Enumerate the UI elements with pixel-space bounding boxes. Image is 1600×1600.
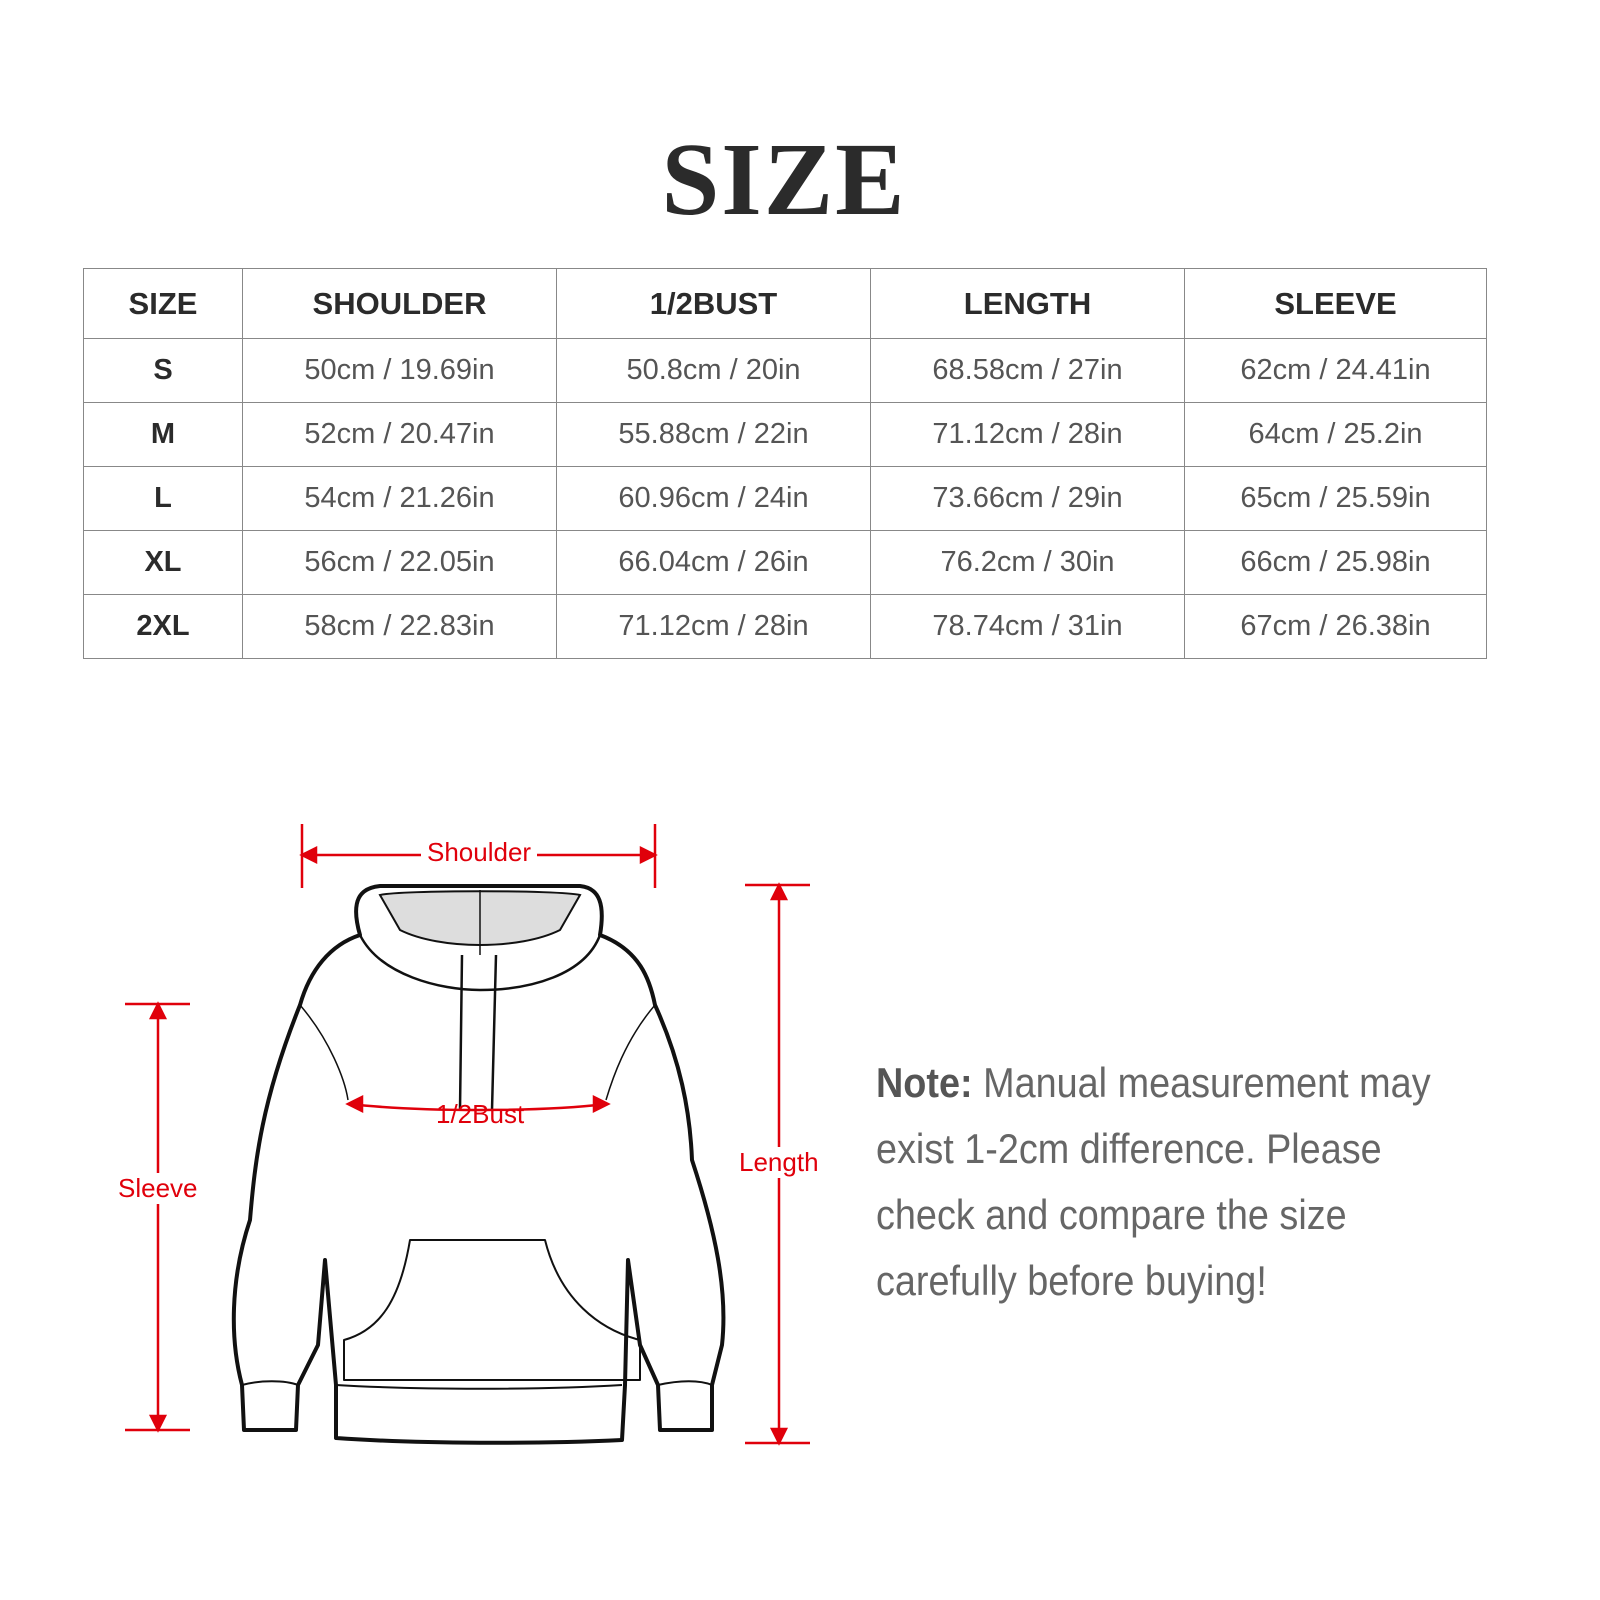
measurement-cell: 58cm / 22.83in	[242, 594, 557, 659]
shoulder-label: Shoulder	[421, 837, 538, 868]
measurement-cell: 55.88cm / 22in	[556, 402, 871, 467]
length-label: Length	[733, 1147, 825, 1178]
header-sleeve: SLEEVE	[1184, 268, 1487, 339]
header-length: LENGTH	[870, 268, 1185, 339]
measurement-cell: 76.2cm / 30in	[870, 530, 1185, 595]
measurement-cell: 64cm / 25.2in	[1184, 402, 1487, 467]
measurement-cell: 67cm / 26.38in	[1184, 594, 1487, 659]
measurement-cell: 65cm / 25.59in	[1184, 466, 1487, 531]
bust-label: 1/2Bust	[436, 1099, 525, 1129]
measurement-cell: 78.74cm / 31in	[870, 594, 1185, 659]
size-cell: S	[83, 338, 243, 403]
note-label: Note:	[876, 1059, 973, 1106]
measurement-cell: 73.66cm / 29in	[870, 466, 1185, 531]
measurement-note: Note: Manual measurement may exist 1-2cm…	[876, 1050, 1434, 1314]
table-row: 2XL 58cm / 22.83in 71.12cm / 28in 78.74cm /…	[83, 594, 1487, 659]
header-shoulder: SHOULDER	[242, 268, 557, 339]
measurement-cell: 50cm / 19.69in	[242, 338, 557, 403]
size-cell: XL	[83, 530, 243, 595]
measurement-cell: 56cm / 22.05in	[242, 530, 557, 595]
table-row: XL 56cm / 22.05in 66.04cm / 26in 76.2cm / 3…	[83, 530, 1487, 595]
size-cell: L	[83, 466, 243, 531]
size-table: SIZE SHOULDER 1/2BUST LENGTH SLEEVE S 50c…	[83, 268, 1487, 659]
measurement-cell: 66.04cm / 26in	[556, 530, 871, 595]
measurement-cell: 62cm / 24.41in	[1184, 338, 1487, 403]
measurement-cell: 54cm / 21.26in	[242, 466, 557, 531]
page-title: SIZE	[661, 122, 907, 237]
table-row: S 50cm / 19.69in 50.8cm / 20in 68.58cm / 27…	[83, 338, 1487, 403]
measurement-cell: 66cm / 25.98in	[1184, 530, 1487, 595]
size-cell: M	[83, 402, 243, 467]
size-cell: 2XL	[83, 594, 243, 659]
sleeve-label: Sleeve	[112, 1173, 204, 1204]
measurement-cell: 50.8cm / 20in	[556, 338, 871, 403]
table-row: L 54cm / 21.26in 60.96cm / 24in 73.66cm / 2…	[83, 466, 1487, 531]
table-header-row: SIZE SHOULDER 1/2BUST LENGTH SLEEVE	[83, 268, 1487, 339]
hoodie-illustration	[125, 824, 810, 1446]
header-bust: 1/2BUST	[556, 268, 871, 339]
measurement-cell: 52cm / 20.47in	[242, 402, 557, 467]
note-text: Manual measurement may exist 1-2cm diffe…	[876, 1059, 1431, 1304]
table-row: M 52cm / 20.47in 55.88cm / 22in 71.12cm / 2…	[83, 402, 1487, 467]
measurement-cell: 71.12cm / 28in	[556, 594, 871, 659]
header-size: SIZE	[83, 268, 243, 339]
measurement-cell: 71.12cm / 28in	[870, 402, 1185, 467]
measurement-cell: 60.96cm / 24in	[556, 466, 871, 531]
measurement-cell: 68.58cm / 27in	[870, 338, 1185, 403]
